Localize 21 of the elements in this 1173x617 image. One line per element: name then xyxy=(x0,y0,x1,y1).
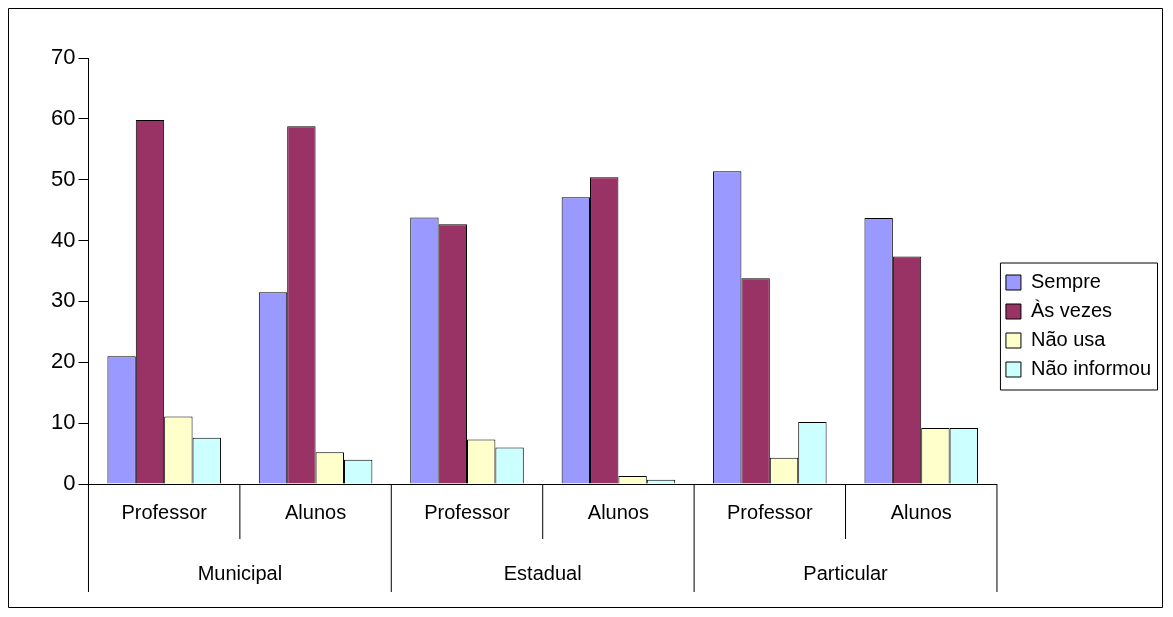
x-tick-label: Professor xyxy=(121,500,208,523)
x-tick-label: Alunos xyxy=(890,500,952,523)
text: Estadual xyxy=(503,561,582,584)
x-tick-label: Alunos xyxy=(587,500,649,523)
y-tick-label: 50 xyxy=(50,165,76,191)
text: Particular xyxy=(803,561,889,584)
legend-label: Não usa xyxy=(1030,328,1107,351)
x-tick-label: Professor xyxy=(727,500,813,523)
legend-label: Às vezes xyxy=(1030,299,1113,322)
y-tick-label: 10 xyxy=(50,409,76,435)
y-tick-label: 70 xyxy=(50,44,76,70)
y-tick-label: 30 xyxy=(50,287,76,313)
y-tick-label: 40 xyxy=(50,226,76,252)
y-tick-label: 60 xyxy=(50,104,76,130)
x-tick-label: Alunos xyxy=(285,500,347,523)
y-tick-label: 20 xyxy=(50,348,76,374)
x-tick-label: Professor xyxy=(424,500,511,523)
legend-label: Não informou xyxy=(1030,357,1151,380)
y-tick-label: 0 xyxy=(63,470,76,496)
text: Municipal xyxy=(197,561,283,584)
legend-label: Sempre xyxy=(1030,270,1101,293)
